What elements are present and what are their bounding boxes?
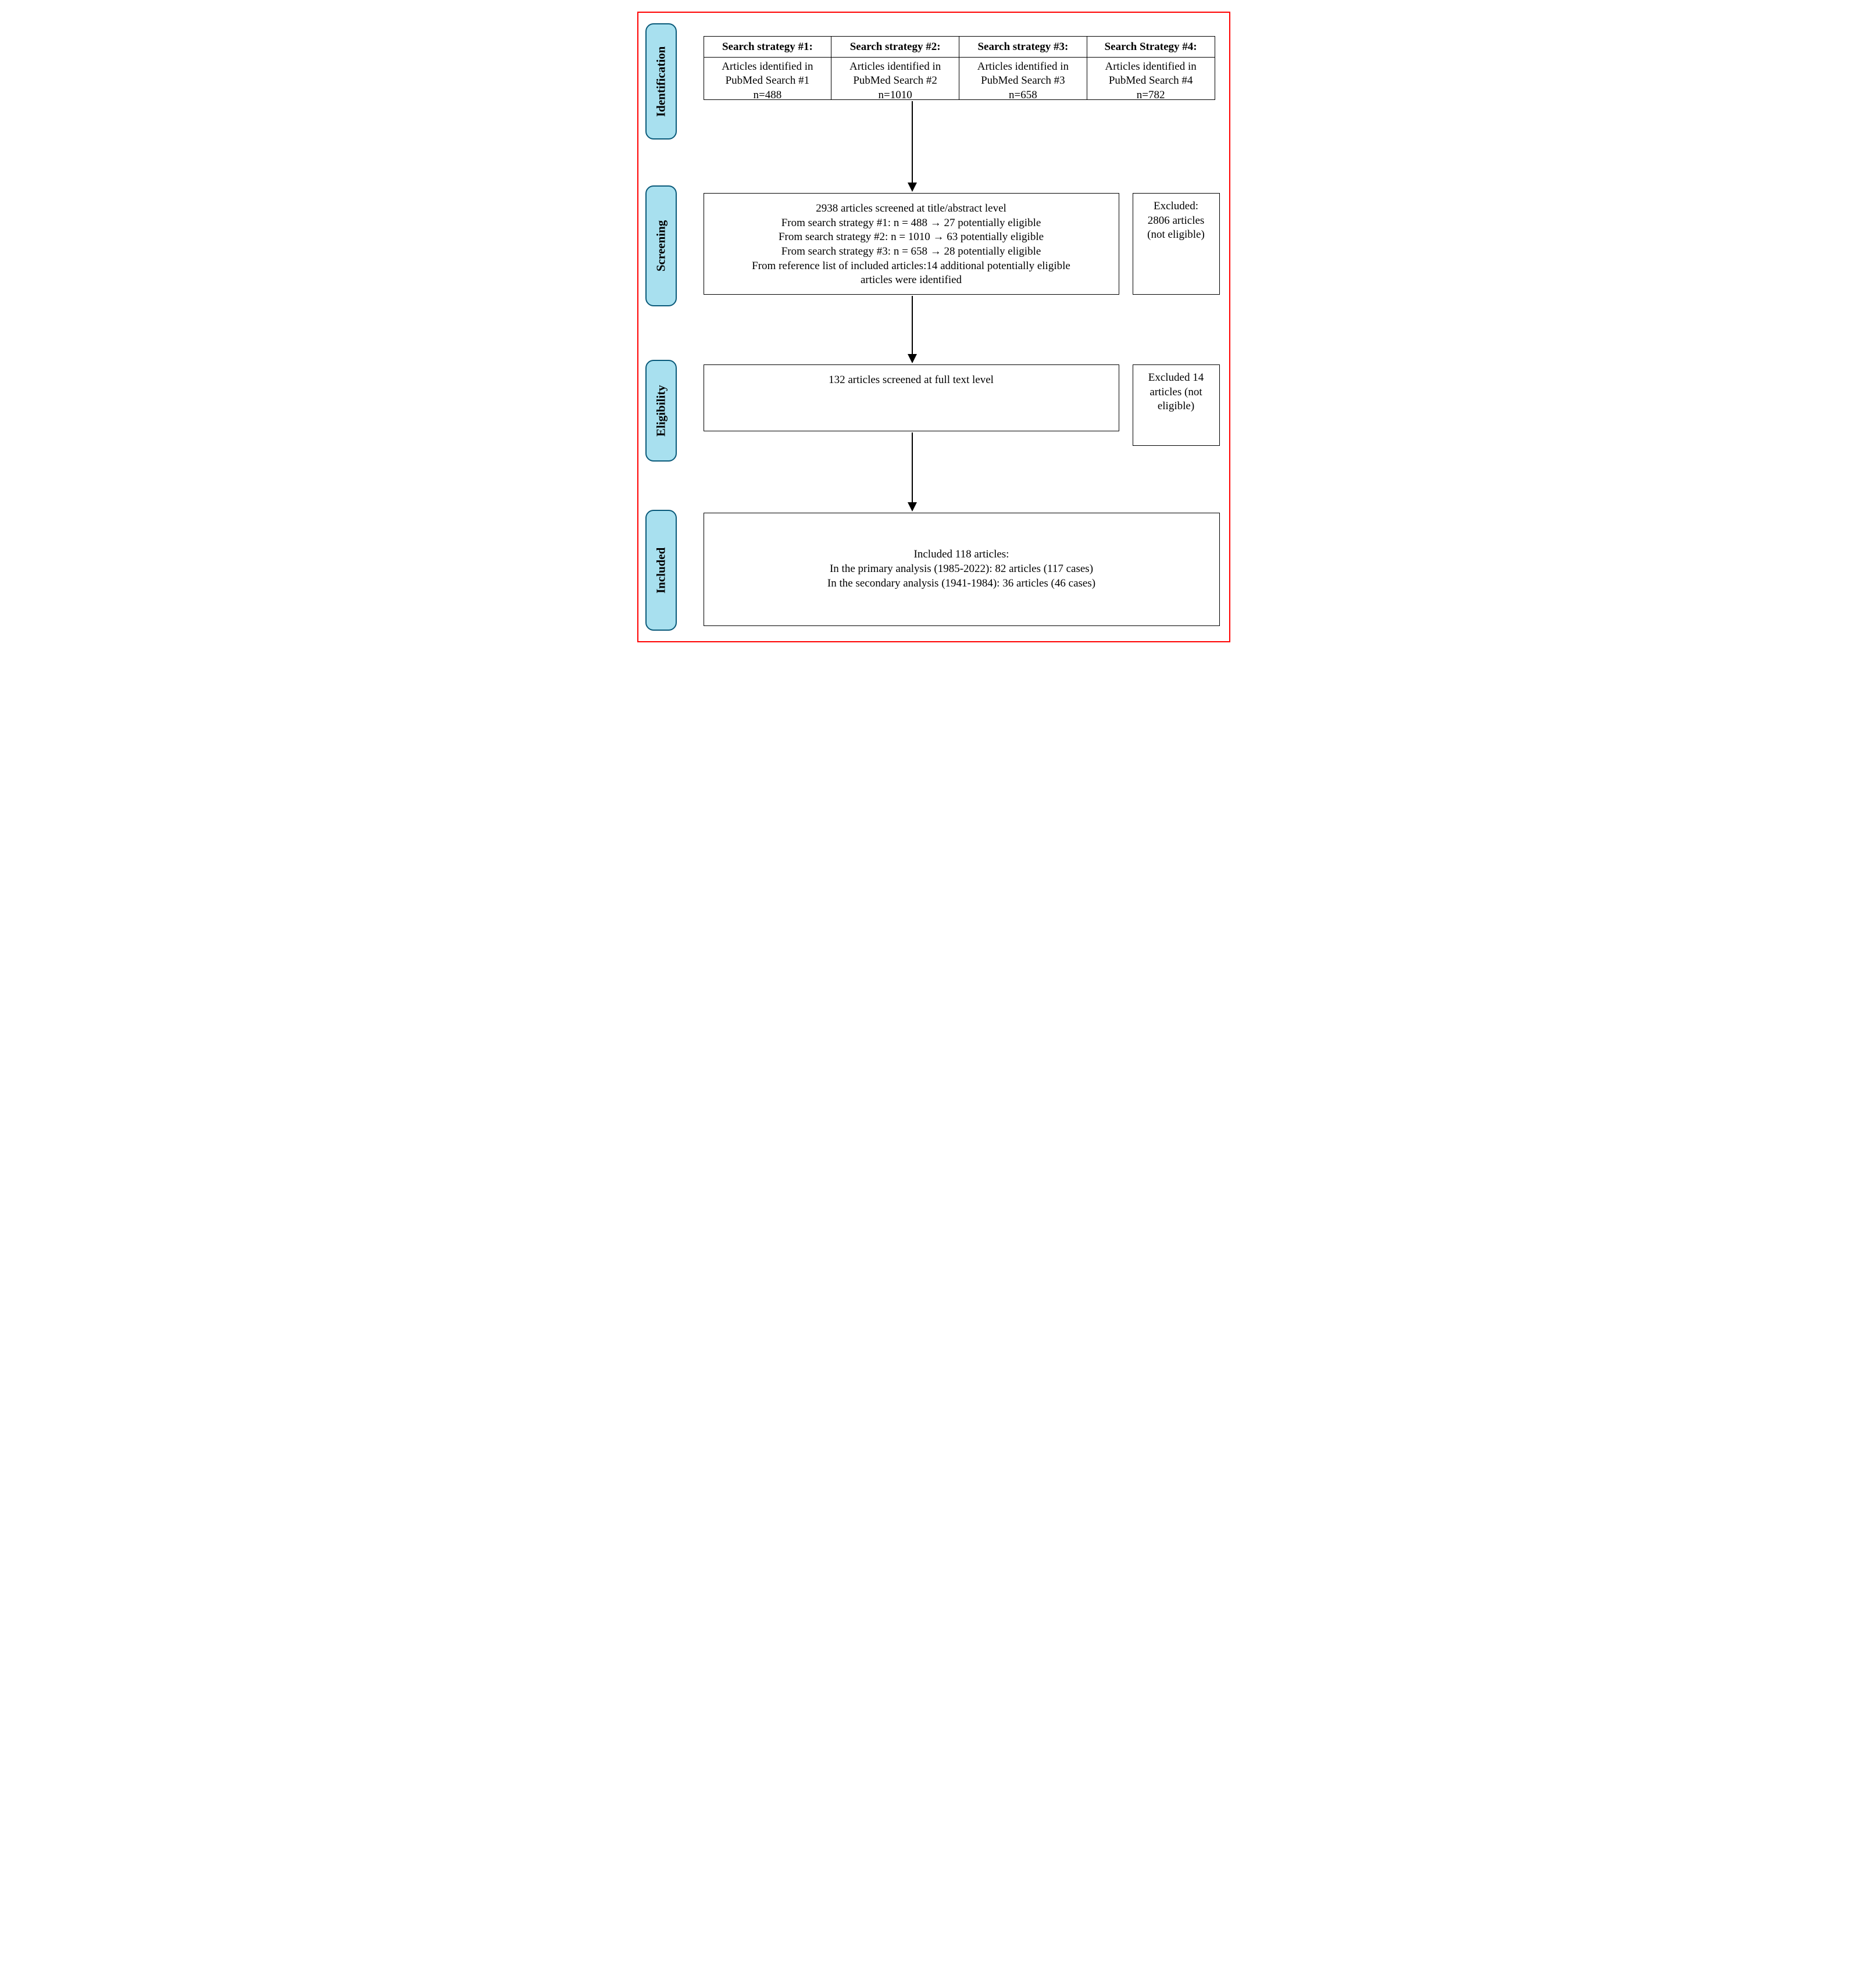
stage-identification-text: Identification: [654, 46, 668, 116]
search-col-3-header: Search strategy #3:: [959, 37, 1087, 58]
stage-included: Included: [645, 510, 677, 631]
search-col-3-line-3: n=658: [964, 88, 1082, 103]
screening-excluded-box: Excluded: 2806 articles (not eligible): [1133, 193, 1220, 295]
search-col-4-header: Search Strategy #4:: [1087, 37, 1215, 58]
search-col-4-line-3: n=782: [1092, 88, 1210, 103]
search-col-3: Search strategy #3: Articles identified …: [959, 36, 1087, 100]
screening-excluded-line-1: Excluded:: [1138, 199, 1215, 214]
stage-identification: Identification: [645, 23, 677, 140]
screening-line-2: From search strategy #1: n = 488 → 27 po…: [709, 216, 1114, 231]
search-col-2: Search strategy #2: Articles identified …: [831, 36, 959, 100]
screening-line-1: 2938 articles screened at title/abstract…: [709, 202, 1114, 216]
eligibility-excluded-box: Excluded 14 articles (not eligible): [1133, 364, 1220, 446]
screening-line-4: From search strategy #3: n = 658 → 28 po…: [709, 245, 1114, 259]
search-col-2-line-2: PubMed Search #2: [836, 74, 954, 88]
included-line-2: In the primary analysis (1985-2022): 82 …: [709, 562, 1215, 577]
search-col-4-line-2: PubMed Search #4: [1092, 74, 1210, 88]
arrow-3: [907, 432, 918, 512]
screening-excluded-line-2: 2806 articles: [1138, 214, 1215, 228]
stage-screening: Screening: [645, 185, 677, 306]
arrow-2: [907, 296, 918, 363]
search-col-1-line-1: Articles identified in: [709, 60, 827, 74]
flowchart-canvas: Identification Screening Eligibility Inc…: [637, 12, 1230, 642]
search-col-2-line-1: Articles identified in: [836, 60, 954, 74]
search-col-1: Search strategy #1: Articles identified …: [704, 36, 831, 100]
stage-eligibility: Eligibility: [645, 360, 677, 462]
search-col-1-line-2: PubMed Search #1: [709, 74, 827, 88]
search-col-2-line-3: n=1010: [836, 88, 954, 103]
screening-excluded-line-3: (not eligible): [1138, 228, 1215, 242]
eligibility-box: 132 articles screened at full text level: [704, 364, 1119, 431]
eligibility-excluded-line-2: articles (not: [1138, 385, 1215, 400]
eligibility-line-1: 132 articles screened at full text level: [709, 373, 1114, 388]
search-col-3-line-1: Articles identified in: [964, 60, 1082, 74]
screening-box: 2938 articles screened at title/abstract…: [704, 193, 1119, 295]
search-col-3-line-2: PubMed Search #3: [964, 74, 1082, 88]
search-col-4-line-1: Articles identified in: [1092, 60, 1210, 74]
stage-eligibility-text: Eligibility: [654, 385, 668, 437]
search-col-2-header: Search strategy #2:: [831, 37, 959, 58]
screening-line-6: articles were identified: [709, 273, 1114, 288]
included-box: Included 118 articles: In the primary an…: [704, 513, 1220, 626]
included-line-3: In the secondary analysis (1941-1984): 3…: [709, 577, 1215, 591]
eligibility-excluded-line-3: eligible): [1138, 399, 1215, 414]
identification-table: Search strategy #1: Articles identified …: [704, 36, 1215, 100]
arrow-1: [907, 101, 918, 192]
eligibility-excluded-line-1: Excluded 14: [1138, 371, 1215, 385]
included-line-1: Included 118 articles:: [709, 548, 1215, 562]
stage-included-text: Included: [654, 547, 668, 593]
search-col-4: Search Strategy #4: Articles identified …: [1087, 36, 1215, 100]
search-col-1-header: Search strategy #1:: [704, 37, 831, 58]
search-col-1-line-3: n=488: [709, 88, 827, 103]
stage-screening-text: Screening: [654, 220, 668, 271]
screening-line-5: From reference list of included articles…: [709, 259, 1114, 274]
screening-line-3: From search strategy #2: n = 1010 → 63 p…: [709, 230, 1114, 245]
